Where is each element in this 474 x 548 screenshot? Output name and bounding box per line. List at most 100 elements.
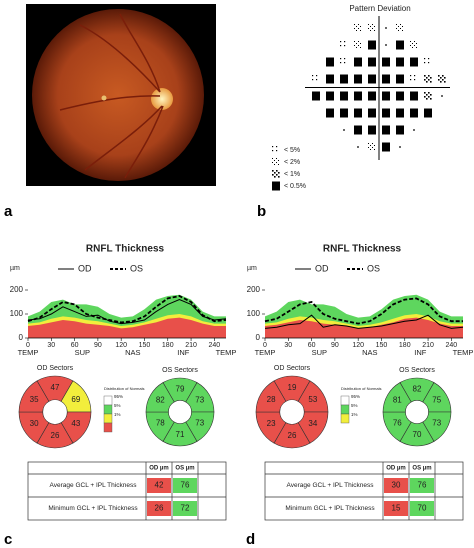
legend-label: < 1% [284,171,300,178]
pattern-dot [416,47,417,48]
x-tick-label: 0 [263,342,267,349]
square [396,125,404,135]
pattern-dot [272,162,273,163]
x-tick-label: 210 [185,342,197,349]
chart-title: RNFL Thickness [323,244,402,255]
pattern-dot [438,79,440,81]
legend-label: OS [130,263,143,273]
pattern-dot [272,146,274,148]
deviation-symbol [413,129,415,131]
sector-value: 71 [176,430,185,439]
deviation-symbol [368,40,376,50]
pattern-dot [370,26,371,27]
pattern-dot [414,79,416,81]
deviation-symbol [396,57,404,67]
spot [101,95,107,101]
deviation-symbol [424,108,432,118]
legend-label: 95% [351,394,360,399]
legend-title: Distribution of Normals [104,386,144,391]
pattern-dot [276,146,278,148]
deviation-symbol [272,181,280,191]
deviation-symbol [272,158,279,165]
pattern-dot [354,24,355,25]
deviation-symbol [343,129,345,131]
sector-value: 26 [51,431,60,440]
pattern-dot [440,81,442,83]
deviation-symbol [368,108,376,118]
pattern-dot [444,77,446,79]
pattern-dot [398,26,399,27]
legend-swatch [103,413,113,424]
pattern-dot [412,43,413,44]
legend-swatch [340,413,350,424]
pattern-dot [358,28,359,29]
square [410,91,418,101]
pattern-dot [428,58,430,60]
pattern-dot [426,81,428,83]
pattern-dot [278,164,279,165]
pattern-dot [428,79,430,81]
deviation-symbol [354,24,361,31]
deviation-symbol [368,74,376,84]
pattern-dot [374,149,375,150]
pattern-dot [414,75,416,77]
deviation-symbol [424,75,432,83]
legend-title: Distribution of Normals [341,386,381,391]
pattern-dot [430,94,432,96]
normal-band [28,317,226,338]
sector [145,382,175,413]
sector-title: OD Sectors [274,365,311,372]
deviation-symbol [340,58,346,64]
cell-value: 76 [418,481,427,490]
pattern-dot [442,79,444,81]
region-label: TEMP [255,348,276,357]
deviation-symbol [354,57,362,67]
pattern-dot [368,28,369,29]
pattern-dot [340,58,342,60]
square [396,40,404,50]
sector-value: 81 [393,396,402,405]
pattern-dot [276,162,277,163]
pattern-dot [340,45,342,47]
region-label: TEMP [453,348,474,357]
square [368,74,376,84]
square [368,91,376,101]
pattern-dot [424,96,426,98]
pattern-dot [374,30,375,31]
table-cell [410,478,434,493]
dot [441,95,443,97]
square [396,74,404,84]
square [382,142,390,152]
pattern-dot [358,45,359,46]
pattern-dot [444,81,446,83]
x-tick-label: 120 [115,342,127,349]
sector-value: 23 [267,419,276,428]
deviation-symbol [410,57,418,67]
x-tick-label: 60 [71,342,79,349]
column-header: OS µm [412,466,431,472]
sector [255,380,287,413]
pattern-dot [438,75,440,77]
sector-value: 82 [413,384,422,393]
deviation-symbol [385,44,387,46]
pattern-dot [426,98,428,100]
pattern-dot [272,170,274,172]
x-tick-label: 210 [422,342,434,349]
x-tick-label: 150 [139,342,151,349]
pattern-dot [424,92,426,94]
region-label: NAS [125,348,140,357]
square [354,91,362,101]
pattern-dot [278,160,279,161]
sector-value: 47 [51,383,60,392]
deviation-symbol [396,74,404,84]
x-tick-label: 180 [162,342,174,349]
square [368,125,376,135]
column-header: OD µm [149,466,168,472]
fundus-photo [26,4,216,186]
deviation-symbol [312,91,320,101]
deviation-symbol [368,24,375,31]
square [368,57,376,67]
pattern-dot [340,41,342,43]
unit-label: µm [247,265,257,272]
pattern-dot [356,47,357,48]
